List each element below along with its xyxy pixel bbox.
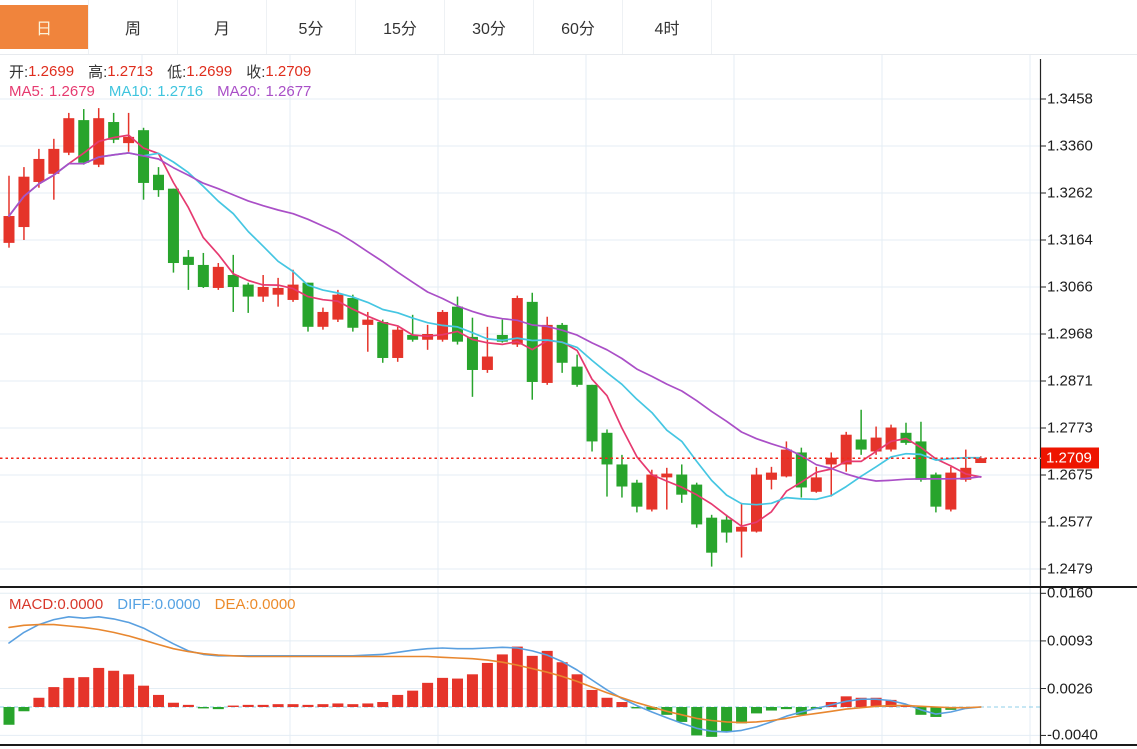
tab-日[interactable]: 日 — [0, 0, 89, 54]
macd-axis-tick: 0.0093 — [1047, 632, 1093, 650]
tab-label: 4时 — [654, 21, 680, 38]
frame-lines — [0, 59, 1137, 746]
diff-value: 0.0000 — [154, 596, 201, 613]
ma-legend: MA5: 1.2679 MA10: 1.2716 MA20: 1.2677 — [9, 83, 311, 100]
price-axis-tick: 1.3458 — [1047, 90, 1093, 108]
price-axis-tick: 1.3262 — [1047, 184, 1093, 202]
tab-label: 月 — [213, 21, 230, 38]
tab-label: 5分 — [298, 21, 324, 38]
diff-label: DIFF: — [117, 596, 155, 613]
dea-line — [8, 623, 982, 724]
low-value: 1.2699 — [186, 63, 233, 80]
ma5-label: MA5: — [9, 83, 45, 100]
open-value: 1.2699 — [28, 63, 75, 80]
price-axis-tick: 1.2479 — [1047, 560, 1093, 578]
price-axis-tick: 1.2773 — [1047, 419, 1093, 437]
ma20-line — [8, 152, 982, 482]
close-value: 1.2709 — [265, 63, 312, 80]
low-label: 低: — [167, 64, 187, 81]
current-price-tag: 1.2709 — [1041, 447, 1099, 469]
macd-value: 0.0000 — [57, 596, 104, 613]
dea-value: 0.0000 — [249, 596, 296, 613]
tab-label: 60分 — [561, 21, 595, 38]
tab-15分[interactable]: 15分 — [356, 0, 445, 54]
price-axis-tick: 1.2871 — [1047, 372, 1093, 390]
ma20-label: MA20: — [217, 83, 261, 100]
price-axis-tick: 1.3360 — [1047, 137, 1093, 155]
price-axis-tick: 1.2577 — [1047, 513, 1093, 531]
ohlc-legend: 开: 1.2699 高: 1.2713 低: 1.2699 收: 1.2709 — [9, 61, 311, 82]
price-axis-tick: 1.3066 — [1047, 278, 1093, 296]
macd-axis-tick: -0.0040 — [1047, 726, 1098, 744]
tab-label: 15分 — [383, 21, 417, 38]
ma10-line — [8, 152, 982, 506]
dea-label: DEA: — [214, 596, 250, 613]
tab-label: 日 — [0, 5, 88, 49]
tab-4时[interactable]: 4时 — [623, 0, 712, 54]
ma10-label: MA10: — [108, 83, 153, 100]
open-label: 开: — [9, 64, 29, 81]
macd-axis-tick: 0.0160 — [1047, 584, 1093, 602]
tab-30分[interactable]: 30分 — [445, 0, 534, 54]
macd-label: MACD: — [9, 596, 58, 613]
timeframe-tabs: 日 周 月 5分 15分 30分 60分 4时 — [0, 0, 1137, 55]
tab-60分[interactable]: 60分 — [534, 0, 623, 54]
ma5-value: 1.2679 — [49, 83, 95, 100]
tab-label: 30分 — [472, 21, 506, 38]
tab-label: 周 — [124, 21, 141, 38]
price-axis-tick: 1.2968 — [1047, 325, 1093, 343]
diff-line — [8, 615, 982, 733]
ma10-value: 1.2716 — [157, 83, 204, 100]
price-axis-tick: 1.3164 — [1047, 231, 1093, 249]
high-value: 1.2713 — [107, 63, 154, 80]
tab-5分[interactable]: 5分 — [267, 0, 356, 54]
ma5-line — [8, 134, 982, 528]
macd-axis-tick: 0.0026 — [1047, 680, 1093, 698]
price-axis-tick: 1.2675 — [1047, 466, 1093, 484]
high-label: 高: — [88, 64, 108, 81]
tab-月[interactable]: 月 — [178, 0, 267, 54]
macd-legend: MACD: 0.0000 DIFF: 0.0000 DEA: 0.0000 — [9, 596, 296, 613]
tab-周[interactable]: 周 — [89, 0, 178, 54]
ma20-value: 1.2677 — [265, 83, 312, 100]
candle-bodies — [3, 118, 987, 553]
close-label: 收: — [246, 64, 266, 81]
